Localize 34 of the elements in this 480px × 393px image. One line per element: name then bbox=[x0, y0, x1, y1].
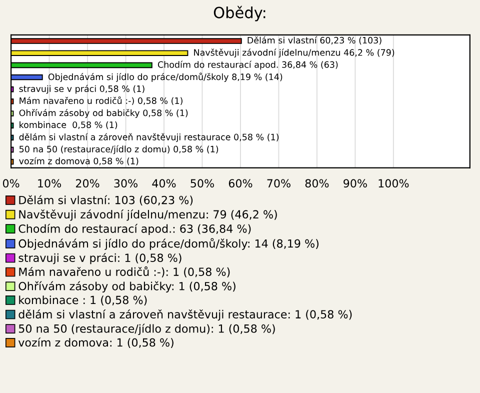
x-tick-label: 20% bbox=[76, 179, 100, 188]
legend-label: Mám navařeno u rodičů :-): 1 (0,58 %) bbox=[19, 266, 230, 278]
x-tick-label: 80% bbox=[305, 179, 329, 188]
chart-title: Obědy: bbox=[214, 6, 266, 22]
data-label: 50 na 50 (restaurace/jídlo z domu) 0,58 % (1) bbox=[19, 145, 218, 154]
x-tick-label: 0% bbox=[2, 179, 20, 188]
data-label: Objednávám si jídlo do práce/domů/školy 8,19 % (14) bbox=[48, 72, 282, 82]
data-label: Chodím do restaurací apod. 36,84 % (63) bbox=[158, 60, 338, 70]
legend-label: stravuji se v práci: 1 (0,58 %) bbox=[18, 252, 182, 264]
legend-label: Dělám si vlastní: 103 (60,23 %) bbox=[19, 195, 193, 206]
x-tick-label: 30% bbox=[114, 179, 138, 188]
legend-label: Objednávám si jídlo do práce/domů/školy: 14 (8,19 %) bbox=[18, 238, 318, 250]
data-label: Ohřívám zásoby od babičky 0,58 % (1) bbox=[19, 109, 188, 118]
legend-label: kombinace : 1 (0,58 %) bbox=[19, 296, 147, 306]
legend-label: Chodím do restaurací apod.: 63 (36,84 %) bbox=[18, 224, 251, 236]
x-tick-label: 60% bbox=[228, 179, 252, 188]
legend-label: dělám si vlastní a zároveň navštěvuji restaurace: 1 (0,58 %) bbox=[18, 309, 352, 321]
data-label: Navštěvuji závodní jídelnu/menzu 46,2 % (79) bbox=[194, 48, 394, 58]
x-tick-label: 10% bbox=[38, 179, 62, 188]
legend-label: Navštěvuji závodní jídelnu/menzu: 79 (46,2 %) bbox=[19, 210, 277, 221]
legend-label: vozím z domova: 1 (0,58 %) bbox=[18, 338, 174, 348]
x-tick-label: 40% bbox=[152, 179, 176, 188]
data-label: stravuji se v práci 0,58 % (1) bbox=[19, 84, 144, 94]
data-label: vozím z domova 0,58 % (1) bbox=[19, 157, 138, 166]
data-label: Mám navařeno u rodičů :-) 0,58 % (1) bbox=[20, 96, 182, 106]
data-label: kombinace 0,58 % (1) bbox=[20, 121, 118, 130]
legend-label: 50 na 50 (restaurace/jídlo z domu): 1 (0,58 %) bbox=[18, 324, 275, 335]
x-tick-label: 70% bbox=[267, 179, 290, 188]
data-label: Dělám si vlastní 60,23 % (103) bbox=[248, 36, 382, 45]
x-tick-label: 100% bbox=[378, 179, 409, 188]
data-label: dělám si vlastní a zároveň navštěvuji restaurace 0,58 % (1) bbox=[19, 133, 279, 142]
x-tick-label: 50% bbox=[190, 179, 214, 188]
x-tick-label: 90% bbox=[344, 179, 367, 188]
legend-label: Ohřívám zásoby od babičky: 1 (0,58 %) bbox=[18, 281, 236, 292]
